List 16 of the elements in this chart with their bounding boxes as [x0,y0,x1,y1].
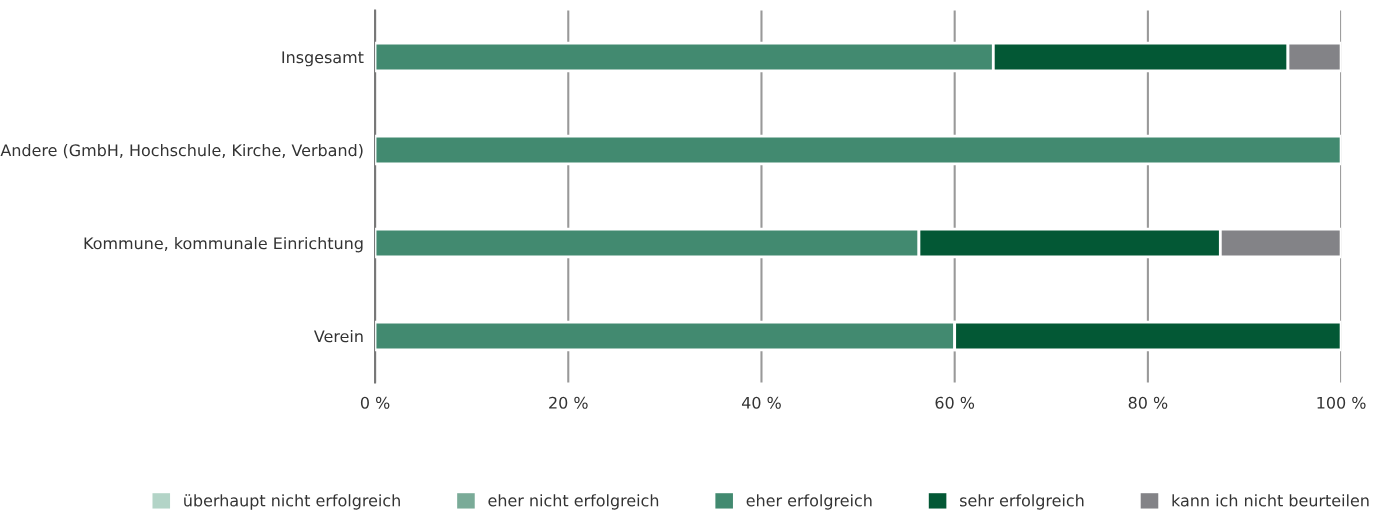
x-tick-label: 0 % [360,396,390,409]
legend-label: eher nicht erfolgreich [488,494,659,510]
y-tick-label: Andere (GmbH, Hochschule, Kirche, Verband) [0,143,363,159]
x-tick-label: 40 % [741,396,781,409]
y-tick-label: Kommune, kommunale Einrichtung [84,236,363,253]
legend-label: eher erfolgreich [746,494,872,510]
bar [375,134,1342,166]
y-tick-label: Insgesamt [282,51,364,67]
legend-label: kann ich nicht beurteilen [1172,494,1369,507]
x-tick-label: 100 % [1317,396,1366,409]
legend-label: überhaupt nicht erfolgreich [184,494,400,510]
x-tick-label: 80 % [1128,396,1168,409]
x-tick-label: 20 % [549,396,588,409]
y-tick-label: Verein [313,329,363,343]
legend-label: sehr erfolgreich [960,494,1084,510]
x-tick-label: 60 % [935,396,975,409]
